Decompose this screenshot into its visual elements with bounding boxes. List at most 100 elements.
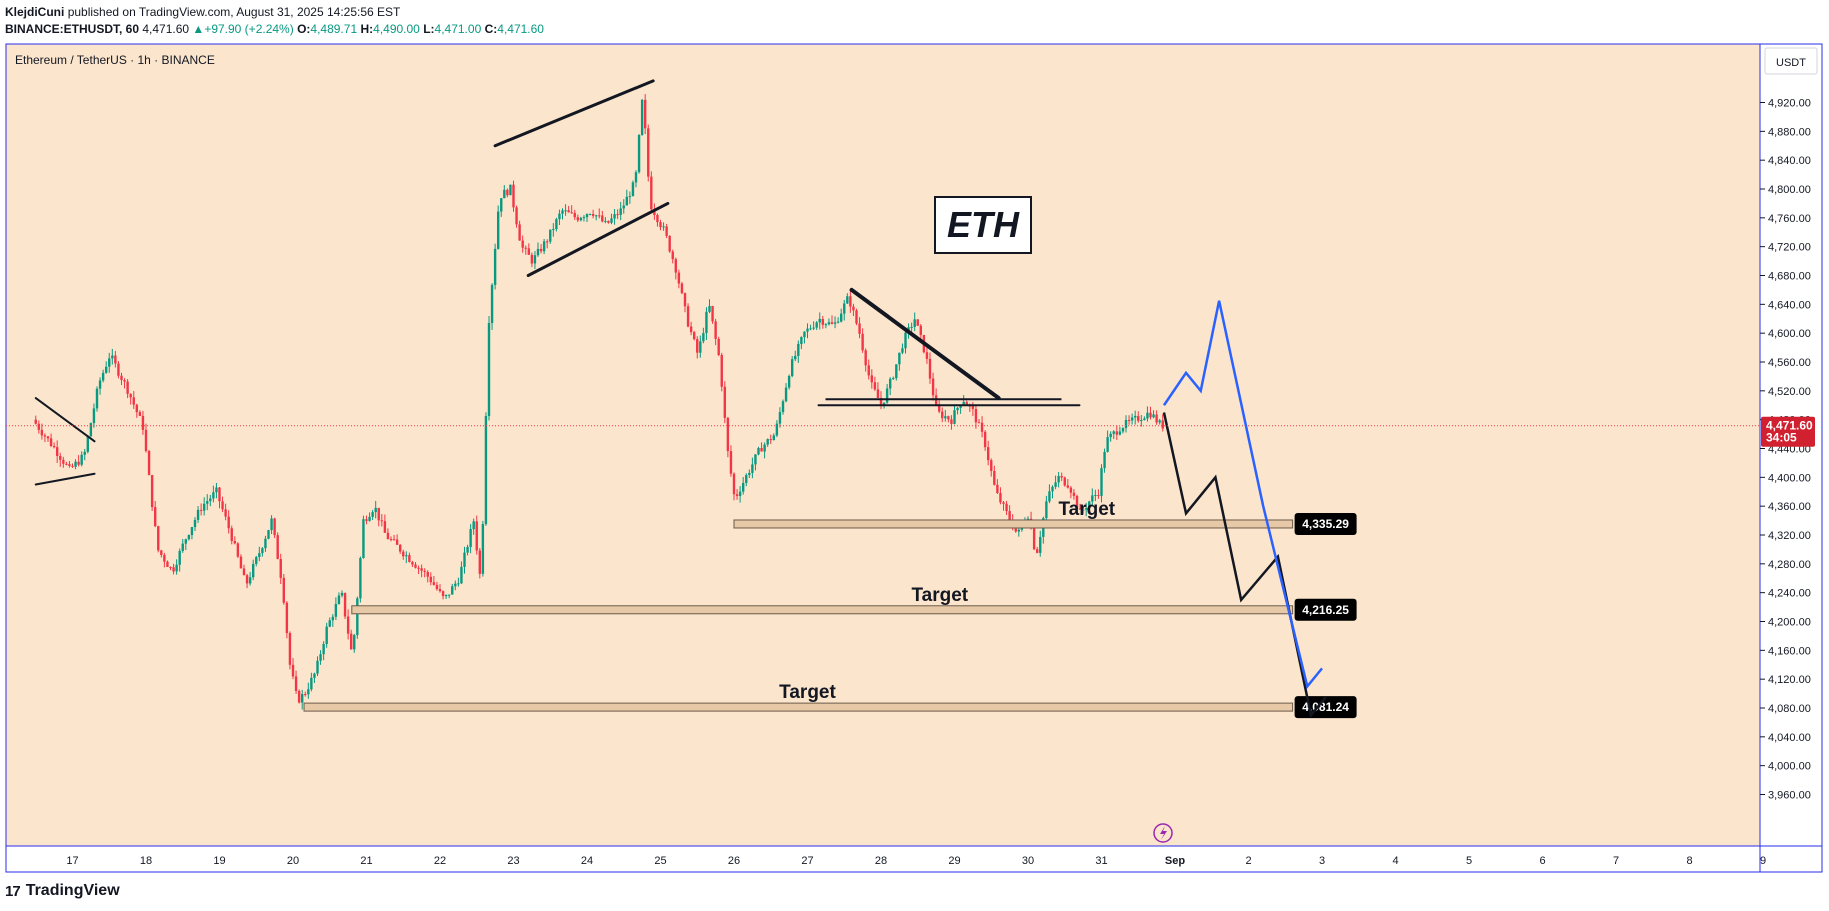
candle-body — [337, 595, 341, 604]
candle-body — [1133, 415, 1137, 418]
candle-body — [405, 555, 408, 557]
last-price: 4,471.60 — [142, 22, 190, 36]
candle-body — [1121, 428, 1125, 432]
target-badge — [1294, 512, 1357, 535]
candle-body — [870, 375, 874, 383]
candle-body — [1035, 549, 1039, 553]
candle-body — [157, 526, 160, 551]
candle-body — [797, 343, 800, 356]
candle-body — [855, 310, 858, 324]
candle-body — [447, 594, 451, 596]
candle-body — [328, 620, 331, 627]
author-name[interactable]: KlejdiCuni — [5, 5, 65, 19]
candle-body — [913, 319, 916, 327]
lightning-icon[interactable] — [1153, 823, 1173, 843]
candle-body — [242, 568, 246, 576]
candle-body — [830, 322, 834, 324]
candle-body — [65, 463, 68, 465]
candle-body — [711, 306, 714, 322]
price-chart[interactable]: Ethereum / TetherUS · 1h · BINANCE USDT … — [0, 0, 1829, 880]
candle-body — [604, 220, 607, 222]
candle-body — [1130, 417, 1134, 421]
plot-area[interactable] — [6, 44, 1760, 846]
currency-button[interactable] — [1764, 47, 1818, 75]
candle-body — [325, 626, 328, 644]
target-zone — [303, 702, 1294, 712]
target-label: Target — [1058, 499, 1115, 520]
candle-body — [55, 447, 59, 456]
candle-body — [944, 416, 947, 419]
candle-body — [212, 492, 215, 499]
projection-path — [1162, 300, 1323, 690]
candle-body — [977, 422, 981, 424]
candle-body — [536, 248, 540, 256]
time-tick-label: 8 — [1686, 855, 1692, 867]
candle-body — [637, 134, 641, 173]
candle-body — [772, 435, 776, 441]
candle-body — [919, 325, 923, 335]
candle-body — [545, 241, 549, 243]
candle-body — [83, 451, 86, 455]
candle-body — [334, 603, 338, 617]
price-tick-label: 4,680.00 — [1768, 271, 1811, 283]
candle-body — [947, 416, 950, 420]
candle-body — [570, 212, 573, 214]
candle-body — [668, 235, 671, 252]
candle-body — [239, 556, 243, 569]
candle-body — [699, 341, 702, 353]
candle-body — [1137, 415, 1140, 421]
candle-body — [849, 296, 852, 307]
candle-body — [720, 354, 723, 387]
candle-body — [983, 431, 987, 448]
candle-body — [304, 694, 307, 696]
eth-annotation-text: ETH — [947, 204, 1020, 245]
candle-body — [236, 543, 240, 557]
candle-body — [441, 591, 445, 597]
candle-body — [1060, 475, 1063, 478]
candle-body — [628, 196, 632, 198]
candle-body — [368, 516, 371, 521]
candle-body — [432, 582, 436, 585]
candle-body — [77, 461, 80, 465]
time-axis-panel[interactable] — [6, 846, 1822, 872]
candle-body — [521, 240, 524, 248]
candle-body — [46, 436, 50, 439]
candle-body — [689, 326, 693, 333]
candle-body — [313, 673, 316, 678]
price-tick-label: 4,280.00 — [1768, 559, 1811, 571]
candle-body — [1078, 508, 1082, 510]
candle-body — [836, 321, 840, 323]
candle-body — [904, 332, 907, 349]
candle-body — [224, 509, 227, 517]
price-tick-label: 3,960.00 — [1768, 790, 1811, 802]
candle-body — [251, 563, 255, 578]
time-tick-label: 5 — [1466, 855, 1472, 867]
candle-body — [506, 189, 509, 196]
up-triangle-icon: ▲ — [192, 22, 205, 36]
low-label: L: — [423, 22, 435, 36]
candle-body — [1155, 414, 1158, 423]
candle-body — [417, 567, 420, 569]
candle-body — [1100, 468, 1103, 496]
price-tick-label: 4,080.00 — [1768, 703, 1811, 715]
price-tick-label: 4,640.00 — [1768, 299, 1811, 311]
candle-body — [206, 501, 209, 504]
time-tick-label: 31 — [1095, 855, 1107, 867]
candle-body — [374, 507, 377, 513]
candle-body — [705, 311, 708, 334]
candle-body — [1109, 433, 1112, 438]
candle-body — [264, 538, 267, 549]
price-tick-label: 4,560.00 — [1768, 357, 1811, 369]
candle-body — [1106, 437, 1109, 452]
time-tick-label: 3 — [1319, 855, 1325, 867]
trend-drawings — [34, 79, 1081, 486]
trend-line — [849, 287, 1001, 401]
candle-body — [708, 306, 711, 312]
eth-annotation[interactable]: ETH — [934, 196, 1032, 254]
candle-body — [187, 535, 191, 540]
candle-body — [1161, 420, 1164, 429]
candle-body — [104, 366, 108, 373]
candle-body — [726, 417, 730, 452]
time-tick-label: 6 — [1539, 855, 1545, 867]
candle-body — [349, 633, 353, 650]
